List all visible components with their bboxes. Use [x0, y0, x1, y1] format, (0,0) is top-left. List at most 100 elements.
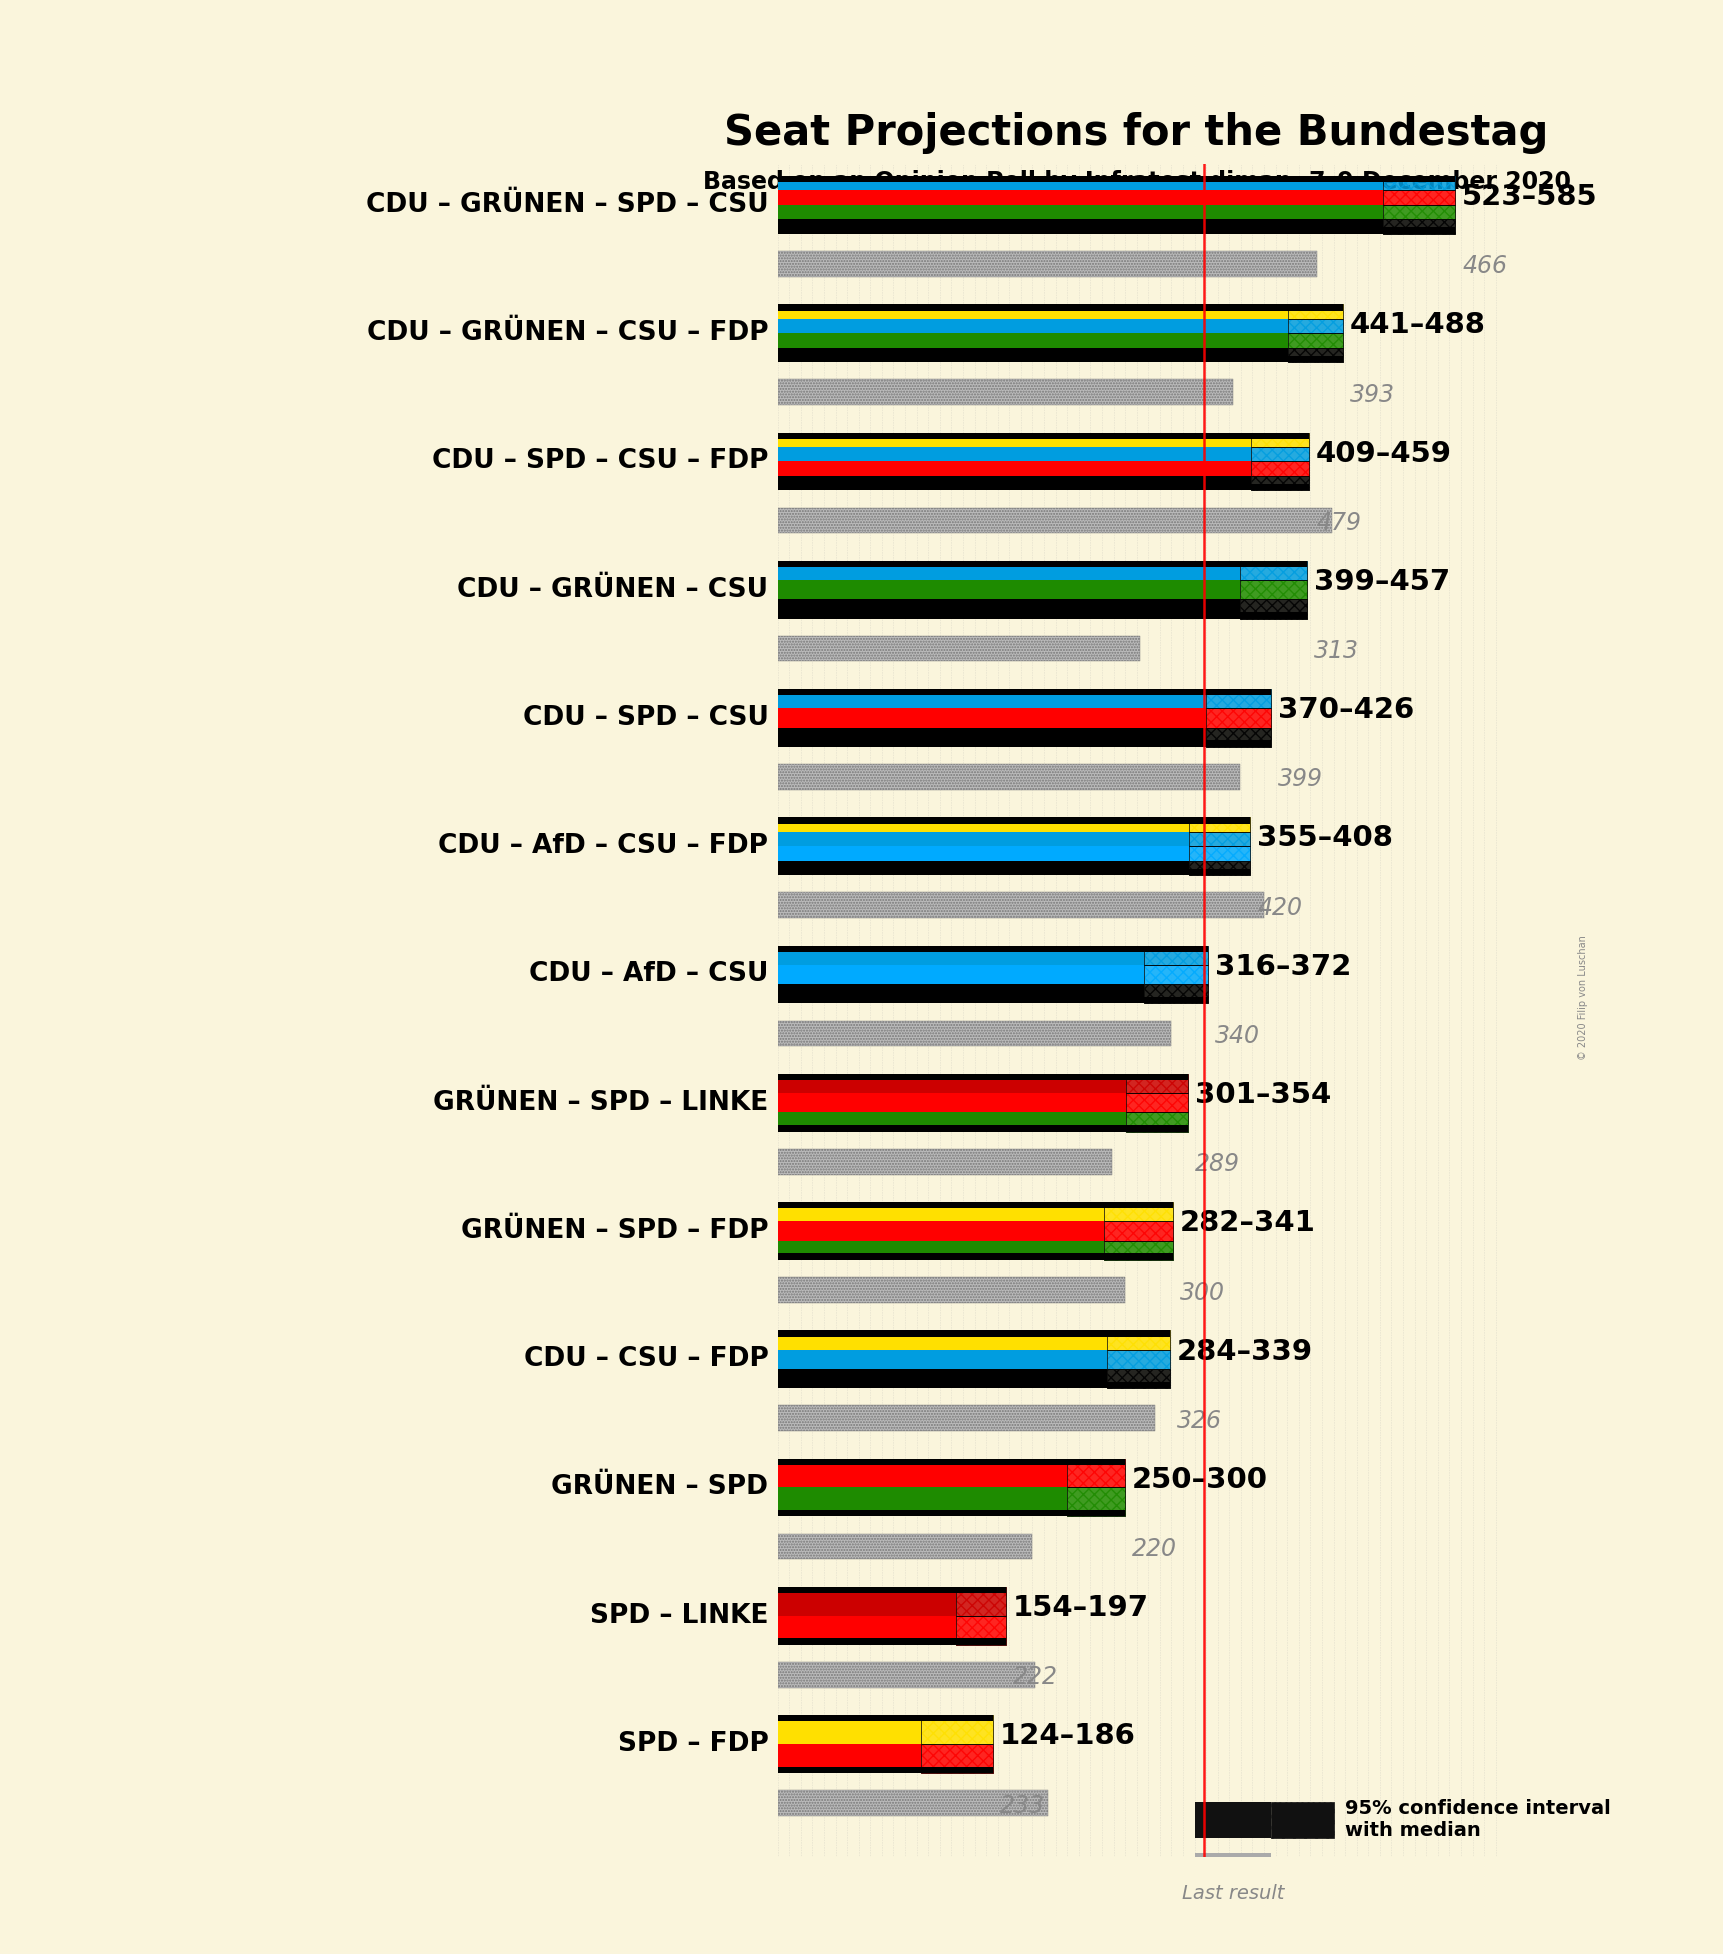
Bar: [1287, 305, 1342, 319]
Bar: [1251, 461, 1308, 477]
Bar: [777, 319, 1287, 332]
Bar: [777, 1241, 1104, 1260]
Bar: [777, 946, 1208, 952]
Bar: [777, 1790, 1048, 1815]
Text: Seat Projections for the Bundestag: Seat Projections for the Bundestag: [724, 111, 1547, 154]
Bar: [777, 485, 1308, 490]
Bar: [777, 1587, 1005, 1593]
Text: CDU – CSU – FDP: CDU – CSU – FDP: [524, 1346, 768, 1372]
Bar: [777, 893, 1263, 918]
Text: 222: 222: [1011, 1665, 1058, 1690]
Text: 399: 399: [1277, 768, 1322, 791]
Bar: [1189, 846, 1249, 860]
Bar: [777, 205, 1382, 219]
Text: CDU – AfD – CSU: CDU – AfD – CSU: [529, 961, 768, 987]
Bar: [1206, 707, 1270, 727]
Bar: [777, 1663, 1034, 1688]
Bar: [777, 348, 1287, 361]
Bar: [1382, 219, 1454, 234]
Bar: [1382, 219, 1454, 234]
Bar: [777, 1020, 1170, 1045]
Bar: [1206, 690, 1270, 707]
Bar: [777, 1112, 1125, 1131]
Bar: [777, 332, 1287, 348]
Text: 479: 479: [1315, 510, 1361, 535]
Bar: [777, 250, 1316, 277]
Bar: [777, 190, 1382, 205]
Bar: [956, 1616, 1005, 1645]
Bar: [920, 1745, 992, 1772]
Text: 301–354: 301–354: [1194, 1081, 1330, 1110]
Bar: [920, 1716, 992, 1745]
Bar: [1251, 432, 1308, 447]
Text: 441–488: 441–488: [1349, 311, 1485, 340]
Bar: [1287, 305, 1342, 319]
Bar: [777, 176, 1454, 182]
Bar: [1142, 946, 1208, 965]
Bar: [777, 1745, 920, 1772]
Text: 124–186: 124–186: [999, 1721, 1135, 1751]
Bar: [1251, 477, 1308, 490]
Bar: [1206, 727, 1270, 746]
Bar: [777, 946, 1142, 965]
Bar: [1125, 1112, 1187, 1131]
Bar: [777, 379, 1232, 404]
Text: 340: 340: [1215, 1024, 1260, 1047]
Bar: [777, 477, 1251, 490]
Bar: [1189, 817, 1249, 832]
Bar: [1251, 447, 1308, 461]
Bar: [777, 305, 1342, 311]
Bar: [777, 508, 1332, 533]
Bar: [777, 1370, 1106, 1387]
Bar: [1382, 205, 1454, 219]
Bar: [1382, 176, 1454, 190]
Text: CDU – GRÜNEN – CSU – FDP: CDU – GRÜNEN – CSU – FDP: [367, 320, 768, 346]
Text: CDU – AfD – CSU – FDP: CDU – AfD – CSU – FDP: [438, 832, 768, 860]
Bar: [777, 860, 1189, 875]
Bar: [1194, 1802, 1270, 1837]
Bar: [1104, 1202, 1172, 1221]
Bar: [777, 1766, 992, 1772]
Bar: [1287, 319, 1342, 332]
Bar: [777, 379, 1232, 404]
Text: GRÜNEN – SPD – FDP: GRÜNEN – SPD – FDP: [460, 1217, 768, 1245]
Bar: [1125, 1112, 1187, 1131]
Text: 370–426: 370–426: [1277, 696, 1413, 725]
Text: CDU – GRÜNEN – CSU: CDU – GRÜNEN – CSU: [457, 576, 768, 602]
Bar: [777, 1278, 1125, 1303]
Bar: [777, 1510, 1125, 1516]
Bar: [1194, 1852, 1270, 1876]
Bar: [1239, 561, 1306, 580]
Bar: [777, 1534, 1032, 1559]
Bar: [1067, 1458, 1125, 1487]
Bar: [777, 1350, 1106, 1370]
Bar: [777, 1221, 1104, 1241]
Bar: [1189, 832, 1249, 846]
Bar: [1239, 561, 1306, 580]
Text: 289: 289: [1194, 1153, 1239, 1176]
Bar: [777, 832, 1189, 846]
Text: 523–585: 523–585: [1461, 184, 1597, 211]
Text: CDU – SPD – CSU: CDU – SPD – CSU: [522, 705, 768, 731]
Bar: [1142, 985, 1208, 1002]
Bar: [1287, 348, 1342, 361]
Text: 95% confidence interval
with median: 95% confidence interval with median: [1344, 1800, 1609, 1841]
Bar: [920, 1716, 992, 1745]
Text: CDU – SPD – CSU – FDP: CDU – SPD – CSU – FDP: [432, 447, 768, 475]
Bar: [1251, 477, 1308, 490]
Text: SPD – LINKE: SPD – LINKE: [589, 1602, 768, 1630]
Bar: [777, 635, 1139, 662]
Bar: [1239, 580, 1306, 600]
Text: 154–197: 154–197: [1011, 1594, 1148, 1622]
Text: CDU – GRÜNEN – SPD – CSU: CDU – GRÜNEN – SPD – CSU: [365, 191, 768, 217]
Bar: [956, 1587, 1005, 1616]
Bar: [1125, 1075, 1187, 1092]
Bar: [777, 561, 1239, 580]
Bar: [1287, 332, 1342, 348]
Bar: [1125, 1092, 1187, 1112]
Bar: [777, 447, 1251, 461]
Bar: [1125, 1075, 1187, 1092]
Bar: [777, 250, 1316, 277]
Text: 393: 393: [1349, 383, 1394, 406]
Bar: [777, 741, 1270, 746]
